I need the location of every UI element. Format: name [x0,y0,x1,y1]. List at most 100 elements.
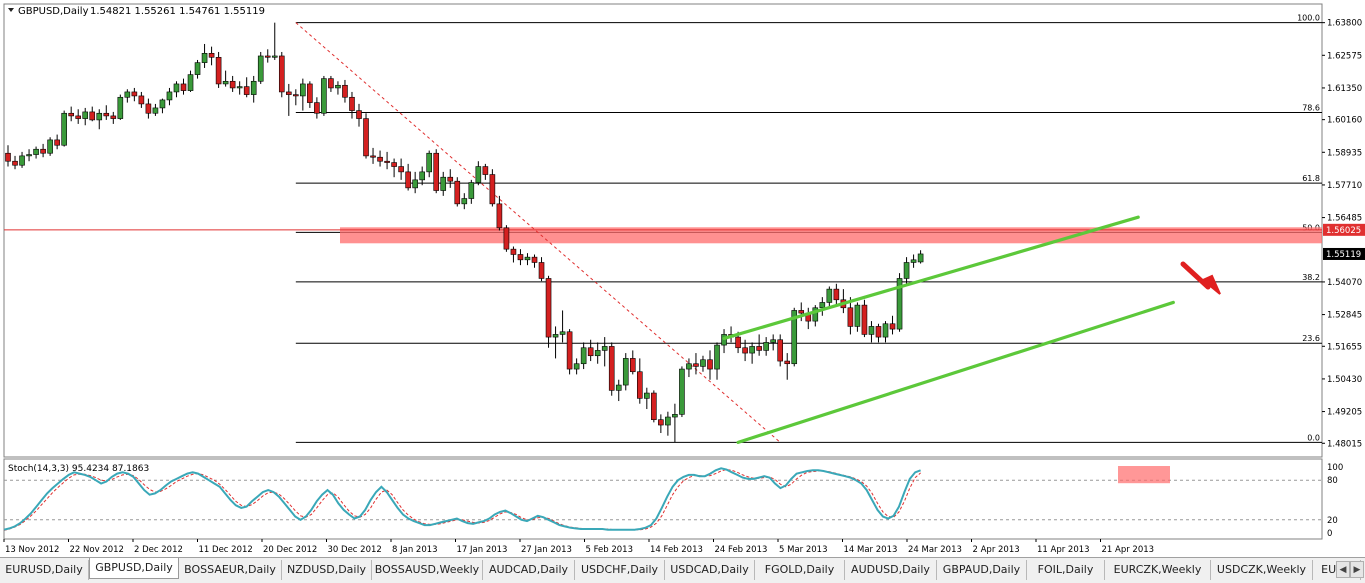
symbol-tab[interactable]: EURCZK,Weekly [1105,560,1211,580]
price-tick-label: 1.48015 [1327,439,1362,449]
symbol-tab[interactable]: BOSSAUSD,Weekly [372,560,483,580]
symbol-tab[interactable]: USDCAD,Daily [665,560,755,580]
symbol-tab[interactable]: FGOLD,Daily [755,560,845,580]
candle [875,323,882,343]
symbol-tab[interactable]: GBPAUD,Daily [937,560,1027,580]
date-tick-label: 8 Jan 2013 [392,545,438,555]
candle [693,353,699,375]
candle [89,106,96,122]
candle [517,249,524,266]
symbol-tab[interactable]: USDCZK,Weekly [1211,560,1313,580]
candle [868,321,875,343]
candle [475,161,482,186]
candle [285,83,292,116]
date-tick-label: 11 Dec 2012 [199,545,253,555]
price-tick-label: 1.56485 [1327,214,1362,224]
dropdown-triangle-icon[interactable] [8,8,14,12]
symbol-tab[interactable]: NZDUSD,Daily [282,560,372,580]
symbol-tab[interactable]: AUDCAD,Daily [483,560,575,580]
symbol-tab[interactable]: GBPUSD,Daily [89,558,179,579]
candle [166,87,173,106]
scroll-right-icon[interactable]: ▶ [1350,561,1364,578]
candle [644,387,650,410]
candle [784,353,791,380]
symbol-tab[interactable]: AUDUSD,Daily [845,560,937,580]
candle [75,109,81,124]
candle [889,315,896,335]
price-tick-label: 1.61350 [1327,84,1362,94]
stoch-axis-label: 80 [1327,476,1338,486]
candle [335,81,341,95]
candle [194,59,201,79]
candle [763,337,769,356]
candle [180,78,187,95]
candle [587,339,594,362]
candle [608,342,615,396]
date-tick-label: 21 Apr 2013 [1102,545,1155,555]
candle [636,358,643,404]
candle [503,225,510,252]
candle [580,342,587,370]
candle [440,171,447,196]
down-arrow-annotation-icon [1180,261,1221,295]
date-tick-label: 24 Feb 2013 [715,545,768,555]
candle [82,107,89,126]
candle [103,105,110,120]
symbol-tab[interactable]: EURUSD,Daily [0,560,89,580]
symbol-tab[interactable]: FOIL,Daily [1027,560,1105,580]
symbol-tab[interactable]: USDCHF,Daily [575,560,665,580]
candle [910,254,917,268]
candle [110,111,117,124]
candle [342,79,348,103]
symbol-label: GBPUSD,Daily [18,6,89,17]
candle [264,49,271,63]
candle [468,179,475,204]
candle [700,355,706,372]
stoch-axis-label: 20 [1327,516,1338,526]
candle [405,163,411,191]
candle [278,51,285,98]
scroll-left-icon[interactable]: ◀ [1336,561,1350,578]
candle [601,337,608,367]
candle [307,81,313,108]
candle [903,257,910,284]
candle [629,350,636,375]
price-tick-label: 1.54070 [1327,278,1362,288]
price-tick-label: 1.63800 [1327,19,1362,29]
candle [798,302,805,322]
candle [271,22,278,60]
symbol-tab[interactable]: BOSSAEUR,Daily [179,560,282,580]
candle [131,87,138,102]
resistance-price-label: 1.56025 [1326,226,1361,236]
candle [510,246,517,263]
candle [124,89,131,103]
candle [201,43,208,68]
stoch-label: Stoch(14,3,3) 95.4234 87.1863 [8,464,149,474]
date-tick-label: 27 Jan 2013 [521,545,572,555]
candle [749,342,755,364]
date-tick-label: 24 Mar 2013 [908,545,962,555]
candle [314,97,320,119]
fib-level-label: 23.6 [1302,334,1320,343]
fib-trend-line [295,22,781,443]
stoch-axis-label: 100 [1327,463,1343,473]
candle [356,103,362,127]
candle [833,283,840,306]
candle [854,302,861,332]
candle [426,150,433,178]
fib-level-label: 38.2 [1302,273,1320,282]
date-tick-label: 2 Apr 2013 [973,545,1020,555]
candle [412,171,418,194]
candle [847,297,854,335]
candle [489,169,496,207]
candle [433,149,440,194]
candle [173,81,180,98]
channel-upper-line [722,215,1140,341]
date-tick-label: 2 Dec 2012 [134,545,183,555]
fib-level-label: 0.0 [1307,433,1320,442]
candle [229,75,236,92]
stoch-main-line [3,467,921,531]
candle [208,46,215,66]
candle [672,403,678,443]
chart-area[interactable]: 100.078.661.850.038.223.60.0 1.638001.62… [0,0,1365,557]
